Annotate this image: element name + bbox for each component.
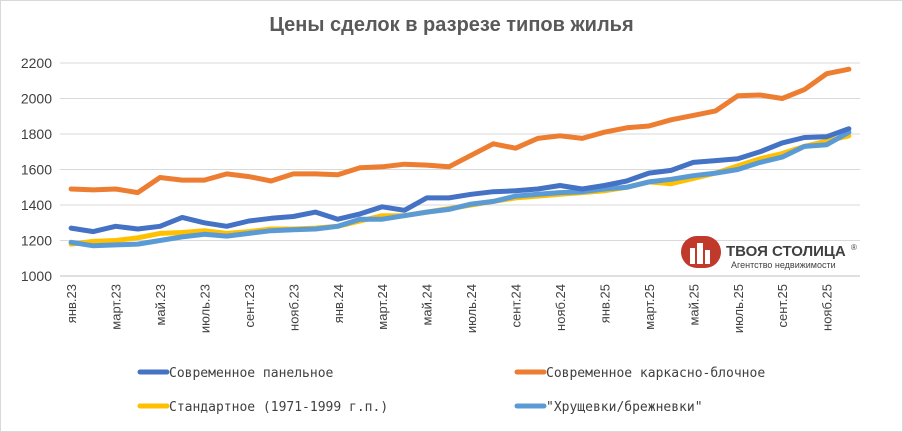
x-tick-label: июль.23 [197, 284, 212, 333]
buildings-icon [690, 243, 710, 264]
y-tick-label: 1200 [21, 233, 52, 249]
x-tick-label: сент.24 [509, 284, 524, 328]
x-tick-label: март.23 [109, 284, 124, 330]
logo-name: ТВОЯ СТОЛИЦА [726, 243, 846, 260]
y-tick-label: 1600 [21, 162, 52, 178]
x-tick-label: нояб.24 [553, 284, 568, 331]
legend-label-4: "Хрущевки/брежневки" [546, 400, 703, 415]
y-tick-label: 1800 [21, 126, 52, 142]
x-tick-label: июль.24 [464, 284, 479, 333]
x-tick-label: май.23 [153, 284, 168, 326]
x-tick-label: сент.25 [775, 284, 790, 328]
legend-label-1: Современное панельное [169, 366, 334, 381]
x-tick-label: март.24 [375, 284, 390, 330]
x-tick-label: май.25 [686, 284, 701, 326]
x-axis-ticks: янв.23 март.23 май.23 июль.23 сент.23 нояб.23… [64, 284, 835, 333]
x-tick-label: сент.23 [242, 284, 257, 328]
x-tick-label: июль.25 [731, 284, 746, 333]
y-axis-ticks: 1000 1200 1400 1600 1800 2000 2200 [21, 55, 52, 284]
series-line-1 [68, 133, 852, 247]
x-tick-label: март.25 [642, 284, 657, 330]
y-tick-label: 2000 [21, 91, 52, 107]
series-layer [68, 66, 852, 249]
legend-label-2: Современное каркасно-блочное [546, 366, 765, 381]
x-tick-label: нояб.23 [286, 284, 301, 331]
series-line-2 [68, 129, 852, 249]
x-tick-label: нояб.25 [820, 284, 835, 331]
brand-logo: ТВОЯ СТОЛИЦА ® Агентство недвижимости [681, 236, 857, 270]
legend-label-3: Стандартное (1971-1999 г.п.) [169, 400, 388, 415]
chart-title: Цены сделок в разрезе типов жилья [269, 14, 634, 36]
y-tick-label: 2200 [21, 55, 52, 71]
y-tick-label: 1400 [21, 197, 52, 213]
registered-mark-icon: ® [851, 243, 857, 252]
series-line-3 [68, 126, 852, 235]
x-tick-label: янв.24 [331, 284, 346, 323]
x-tick-label: янв.23 [64, 284, 79, 323]
grid-lines [60, 62, 860, 241]
x-tick-label: май.24 [420, 284, 435, 326]
logo-tagline: Агентство недвижимости [731, 260, 836, 270]
y-tick-label: 1000 [21, 268, 52, 284]
series-line-4 [68, 66, 852, 196]
x-tick-label: янв.25 [597, 284, 612, 323]
legend: Современное панельное Современное каркас… [137, 366, 765, 415]
